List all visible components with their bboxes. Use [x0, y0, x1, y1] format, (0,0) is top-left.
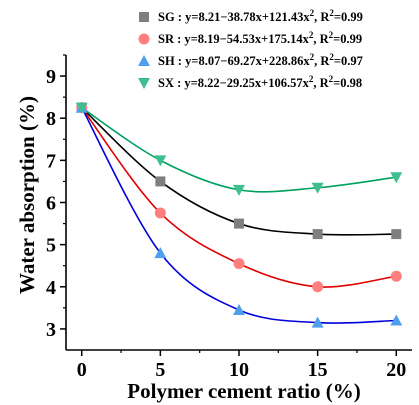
fit-curves [81, 107, 397, 324]
legend-marker-sg [139, 12, 149, 22]
data-point-sx [390, 172, 403, 184]
x-tick-label: 20 [386, 359, 406, 381]
legend-marker-sx [138, 78, 150, 89]
data-point-sg [312, 229, 323, 240]
data-point-sh [154, 247, 167, 259]
axes: 3 4 5 6 7 8 9 0 5 10 15 20 [46, 54, 412, 381]
data-point-sr [312, 281, 324, 293]
x-axis-title: Polymer cement ratio (%) [127, 379, 360, 403]
data-point-sx [154, 155, 167, 167]
x-tick-label: 10 [229, 359, 249, 381]
data-point-sg [391, 229, 402, 240]
data-point-sr [233, 258, 245, 270]
y-tick-label: 3 [46, 319, 56, 341]
y-tick-label: 5 [46, 235, 56, 257]
legend-entry-sh: SH : y=8.07−69.27x+228.86x2, R2=0.97 [158, 52, 363, 68]
x-tick-label: 5 [155, 359, 165, 381]
legend: SG : y=8.21−38.78x+121.43x2, R2=0.99 SR :… [138, 8, 363, 90]
data-point-sx [233, 184, 245, 196]
y-tick-label: 6 [46, 193, 56, 215]
data-point-sr [390, 270, 402, 282]
data-point-sx [311, 182, 324, 194]
legend-entry-sg: SG : y=8.21−38.78x+121.43x2, R2=0.99 [158, 8, 363, 24]
legend-marker-sr [138, 33, 150, 45]
y-tick-label: 8 [46, 108, 56, 130]
data-point-sg [155, 176, 166, 187]
data-point-sr [154, 207, 166, 219]
y-tick-label: 4 [46, 277, 56, 299]
data-point-sh [390, 314, 403, 326]
legend-entry-sr: SR : y=8.19−54.53x+175.14x2, R2=0.99 [158, 30, 362, 46]
data-point-sx [75, 102, 88, 114]
y-tick-label: 7 [46, 150, 56, 172]
data-point-sh [233, 303, 245, 315]
legend-marker-sh [138, 55, 150, 66]
legend-entry-sx: SX : y=8.22−29.25x+106.57x2, R2=0.98 [158, 74, 362, 90]
y-tick-label: 9 [46, 66, 56, 88]
x-tick-label: 15 [308, 359, 328, 381]
fit-curve-sx [81, 107, 397, 193]
data-point-sh [311, 316, 324, 328]
data-point-sg [234, 218, 244, 229]
x-tick-label: 0 [77, 359, 87, 381]
fit-curve-sg [81, 107, 397, 236]
y-axis-title: Water absorption (%) [15, 96, 39, 294]
fit-curve-sh [81, 107, 397, 324]
data-markers [75, 101, 403, 328]
